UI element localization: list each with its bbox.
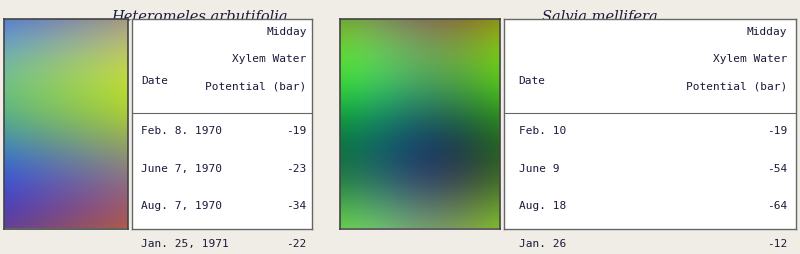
Text: Feb. 10: Feb. 10 <box>518 126 566 136</box>
Text: -12: -12 <box>767 238 787 248</box>
Text: Aug. 7, 1970: Aug. 7, 1970 <box>141 201 222 211</box>
Text: -34: -34 <box>286 201 306 211</box>
Text: Midday: Midday <box>266 27 306 37</box>
Text: June 9: June 9 <box>518 163 559 173</box>
Text: -22: -22 <box>286 238 306 248</box>
Text: Potential (bar): Potential (bar) <box>686 81 787 91</box>
Text: -23: -23 <box>286 163 306 173</box>
Text: Heteromeles arbutifolia: Heteromeles arbutifolia <box>112 10 288 23</box>
Text: Aug. 18: Aug. 18 <box>518 201 566 211</box>
Text: June 7, 1970: June 7, 1970 <box>141 163 222 173</box>
Text: Xylem Water: Xylem Water <box>713 54 787 64</box>
Text: Jan. 25, 1971: Jan. 25, 1971 <box>141 238 229 248</box>
Text: Feb. 8. 1970: Feb. 8. 1970 <box>141 126 222 136</box>
Text: Date: Date <box>141 75 168 85</box>
Text: Xylem Water: Xylem Water <box>232 54 306 64</box>
Text: -19: -19 <box>767 126 787 136</box>
Text: -19: -19 <box>286 126 306 136</box>
Text: -54: -54 <box>767 163 787 173</box>
Text: -64: -64 <box>767 201 787 211</box>
Text: Salvia mellifera: Salvia mellifera <box>542 10 658 23</box>
Text: Date: Date <box>518 75 546 85</box>
Text: Jan. 26: Jan. 26 <box>518 238 566 248</box>
Text: Potential (bar): Potential (bar) <box>206 81 306 91</box>
Text: Midday: Midday <box>746 27 787 37</box>
